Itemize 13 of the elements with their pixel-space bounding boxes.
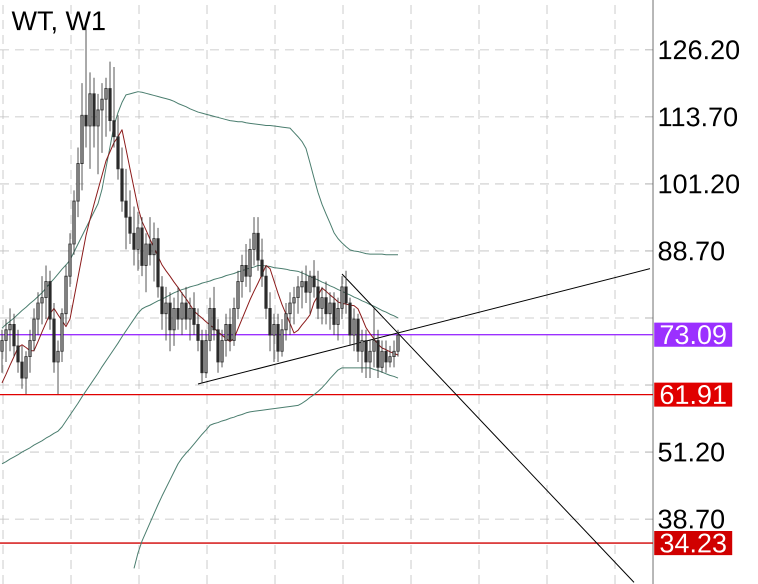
y-tick-label: 38.70 — [658, 510, 724, 529]
y-tick-label: 126.20 — [660, 40, 740, 60]
candlestick — [276, 313, 280, 362]
y-tick-label: 88.70 — [658, 241, 724, 261]
ref-line-label: 34.23 — [660, 534, 726, 553]
ref-line-label: 73.09 — [660, 325, 726, 344]
ref-line-label: 61.91 — [660, 385, 726, 404]
y-tick-label: 101.20 — [660, 174, 740, 194]
candlestick — [384, 340, 388, 374]
y-tick-label: 113.70 — [660, 107, 738, 126]
y-tick-label: 51.20 — [658, 442, 724, 462]
candlestick — [364, 329, 368, 378]
chart-title: WT, W1 — [12, 12, 105, 34]
